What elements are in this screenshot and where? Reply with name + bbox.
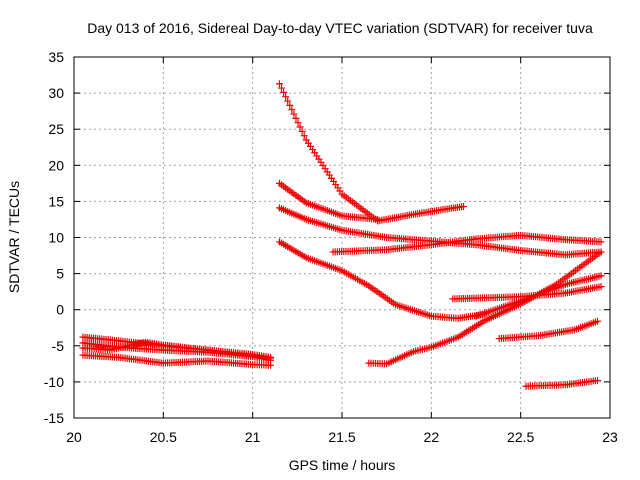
series-arc5 bbox=[275, 80, 382, 225]
series-arc11 bbox=[449, 283, 605, 303]
x-tick-label: 21 bbox=[245, 429, 261, 445]
data-point bbox=[275, 80, 283, 88]
data-point bbox=[597, 272, 605, 280]
data-point bbox=[298, 127, 306, 135]
series-arc3 bbox=[79, 338, 275, 362]
data-point bbox=[280, 88, 288, 96]
y-axis-label: SDTVAR / TECUs bbox=[6, 181, 22, 293]
x-tick-label: 20.5 bbox=[150, 429, 177, 445]
y-tick-label: 30 bbox=[48, 85, 64, 101]
y-tick-label: -10 bbox=[44, 374, 64, 390]
data-point bbox=[290, 110, 298, 118]
data-point bbox=[597, 248, 605, 256]
y-tick-label: 5 bbox=[56, 266, 64, 282]
y-tick-label: 15 bbox=[48, 193, 64, 209]
data-point bbox=[292, 114, 300, 122]
series-arc10 bbox=[329, 231, 605, 256]
x-axis-label: GPS time / hours bbox=[289, 457, 396, 473]
data-point bbox=[459, 202, 467, 210]
data-point bbox=[300, 132, 308, 140]
data-point bbox=[284, 97, 292, 105]
y-tick-label: 20 bbox=[48, 157, 64, 173]
data-point bbox=[267, 361, 275, 369]
y-tick-label: 10 bbox=[48, 230, 64, 246]
data-point bbox=[278, 84, 286, 92]
x-tick-label: 20 bbox=[66, 429, 82, 445]
series-arc14 bbox=[495, 317, 601, 343]
data-point bbox=[267, 354, 275, 362]
x-tick-label: 23 bbox=[602, 429, 618, 445]
data-point bbox=[374, 215, 382, 223]
data-points bbox=[79, 80, 605, 390]
x-tick-label: 21.5 bbox=[328, 429, 355, 445]
chart-title: Day 013 of 2016, Sidereal Day-to-day VTE… bbox=[87, 20, 593, 36]
data-point bbox=[597, 283, 605, 291]
y-tick-label: -5 bbox=[52, 338, 65, 354]
x-tick-label: 22.5 bbox=[507, 429, 534, 445]
data-point bbox=[294, 119, 302, 127]
series-arc15 bbox=[522, 376, 601, 390]
series-arc6 bbox=[374, 202, 467, 225]
data-point bbox=[597, 238, 605, 246]
series-arc7 bbox=[275, 179, 382, 223]
data-point bbox=[593, 317, 601, 325]
data-point bbox=[593, 376, 601, 384]
series-arc9 bbox=[275, 238, 489, 322]
data-point bbox=[296, 123, 304, 131]
series-arc13 bbox=[472, 272, 605, 320]
y-tick-label: 0 bbox=[56, 302, 64, 318]
plot-frame bbox=[73, 56, 611, 419]
x-tick-labels: 20 20.5 21 21.5 22 22.5 23 bbox=[66, 429, 618, 445]
y-tick-label: 35 bbox=[48, 49, 64, 65]
y-tick-label: 25 bbox=[48, 121, 64, 137]
data-point bbox=[282, 93, 290, 101]
data-point bbox=[288, 106, 296, 114]
x-tick-label: 22 bbox=[424, 429, 440, 445]
y-tick-label: -15 bbox=[44, 410, 64, 426]
y-tick-labels: -15 -10 -5 0 5 10 15 20 25 30 35 bbox=[44, 49, 64, 426]
data-point bbox=[286, 101, 294, 109]
series-arc4 bbox=[79, 351, 275, 369]
